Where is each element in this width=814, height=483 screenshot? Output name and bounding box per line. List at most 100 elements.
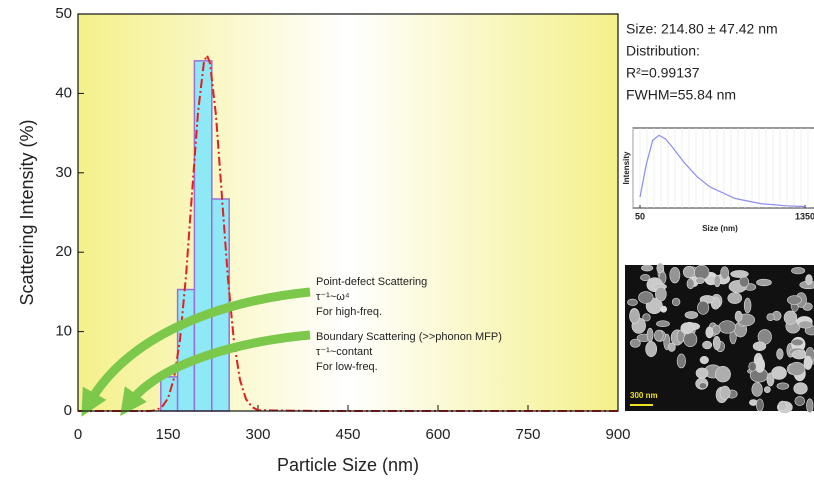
particle xyxy=(766,313,775,322)
particle xyxy=(743,297,752,314)
y-tick-label: 20 xyxy=(55,243,72,260)
particle xyxy=(646,327,654,343)
particle xyxy=(783,310,798,325)
particle xyxy=(788,362,806,376)
particle xyxy=(763,386,771,394)
particle xyxy=(734,310,743,322)
particle xyxy=(686,278,695,290)
particle xyxy=(806,398,814,413)
particle xyxy=(638,291,654,304)
info-text: R²=0.99137 xyxy=(626,65,700,81)
particle xyxy=(787,295,802,305)
particle xyxy=(755,398,764,412)
particle xyxy=(776,382,790,390)
particle xyxy=(791,338,804,347)
annotation: τ⁻¹~ω⁴ xyxy=(316,291,350,303)
annotation: Boundary Scattering (>>phonon MFP) xyxy=(316,331,502,343)
particle xyxy=(798,320,813,329)
main-chart: 0 10 20 30 40 50 0 150 300 450 600 750 900 Particle S… xyxy=(17,5,631,475)
particle xyxy=(751,382,763,397)
x-tick-label: 450 xyxy=(335,426,360,443)
annotation: For low-freq. xyxy=(316,361,378,373)
inset-line xyxy=(639,134,806,208)
particle xyxy=(794,396,805,406)
particle xyxy=(656,320,670,328)
particle xyxy=(712,324,721,335)
particle xyxy=(641,264,654,272)
particle xyxy=(713,274,721,288)
y-tick-label: 0 xyxy=(64,402,72,419)
y-axis-title: Scattering Intensity (%) xyxy=(17,119,37,305)
particle xyxy=(695,367,709,379)
inset-x-tick-label: 50 xyxy=(635,211,645,221)
x-tick-label: 600 xyxy=(425,426,450,443)
x-tick-label: 150 xyxy=(155,426,180,443)
x-tick-label: 300 xyxy=(245,426,270,443)
particle xyxy=(754,357,766,373)
particle xyxy=(766,372,775,387)
particle xyxy=(669,266,681,284)
particle xyxy=(702,340,713,350)
particle xyxy=(697,300,710,315)
particle xyxy=(627,298,638,306)
x-tick-label: 0 xyxy=(74,426,82,443)
scale-bar-label: 300 nm xyxy=(630,391,658,400)
particle xyxy=(719,385,731,400)
particle xyxy=(705,326,714,339)
particle xyxy=(715,366,731,383)
particle xyxy=(629,338,641,348)
x-axis-title: Particle Size (nm) xyxy=(277,455,419,475)
particle xyxy=(718,320,736,334)
inset-frame xyxy=(632,127,814,209)
particle xyxy=(629,308,640,324)
plot-frame xyxy=(77,13,619,412)
particle xyxy=(720,266,730,280)
particle xyxy=(805,274,813,286)
particle xyxy=(655,286,667,302)
fit-curve xyxy=(78,52,618,412)
particle xyxy=(776,348,784,360)
particle xyxy=(671,297,681,307)
particle xyxy=(793,382,808,395)
particle xyxy=(730,270,749,278)
particle xyxy=(680,322,694,335)
particle xyxy=(748,361,757,372)
particle xyxy=(684,311,699,319)
arrow xyxy=(81,287,311,417)
particle xyxy=(727,292,743,304)
annotation: Point-defect Scattering xyxy=(316,276,427,288)
bar xyxy=(176,288,196,412)
arrow xyxy=(120,330,311,416)
x-tick-label: 750 xyxy=(515,426,540,443)
particle xyxy=(654,329,664,342)
particle xyxy=(756,278,772,287)
inset-x-tick-label: 1350 xyxy=(795,211,814,221)
particle xyxy=(640,274,651,282)
particle xyxy=(660,305,667,313)
info-text: Distribution: xyxy=(626,43,700,59)
plot-background xyxy=(78,14,618,411)
particle xyxy=(712,336,721,350)
particle xyxy=(791,267,806,275)
info-text: FWHM=55.84 nm xyxy=(626,87,736,103)
particle xyxy=(683,331,698,347)
particle xyxy=(699,356,709,365)
inset-x-title: Size (nm) xyxy=(702,224,738,233)
particle xyxy=(777,400,788,411)
annotation: τ⁻¹~contant xyxy=(316,346,372,358)
particle xyxy=(791,350,807,360)
particle xyxy=(803,355,813,370)
inset-chart: 50 1350 Size (nm) Intensity xyxy=(622,127,814,233)
particle xyxy=(698,382,708,390)
particle xyxy=(682,266,695,279)
info-text: Size: 214.80 ± 47.42 nm xyxy=(626,21,778,37)
x-tick-label: 900 xyxy=(605,426,630,443)
y-tick-label: 10 xyxy=(55,323,72,340)
annotation: For high-freq. xyxy=(316,306,382,318)
y-tick-label: 50 xyxy=(55,5,72,22)
particle xyxy=(645,341,658,357)
particle xyxy=(752,341,767,352)
particle xyxy=(695,277,705,284)
particle xyxy=(738,276,750,288)
